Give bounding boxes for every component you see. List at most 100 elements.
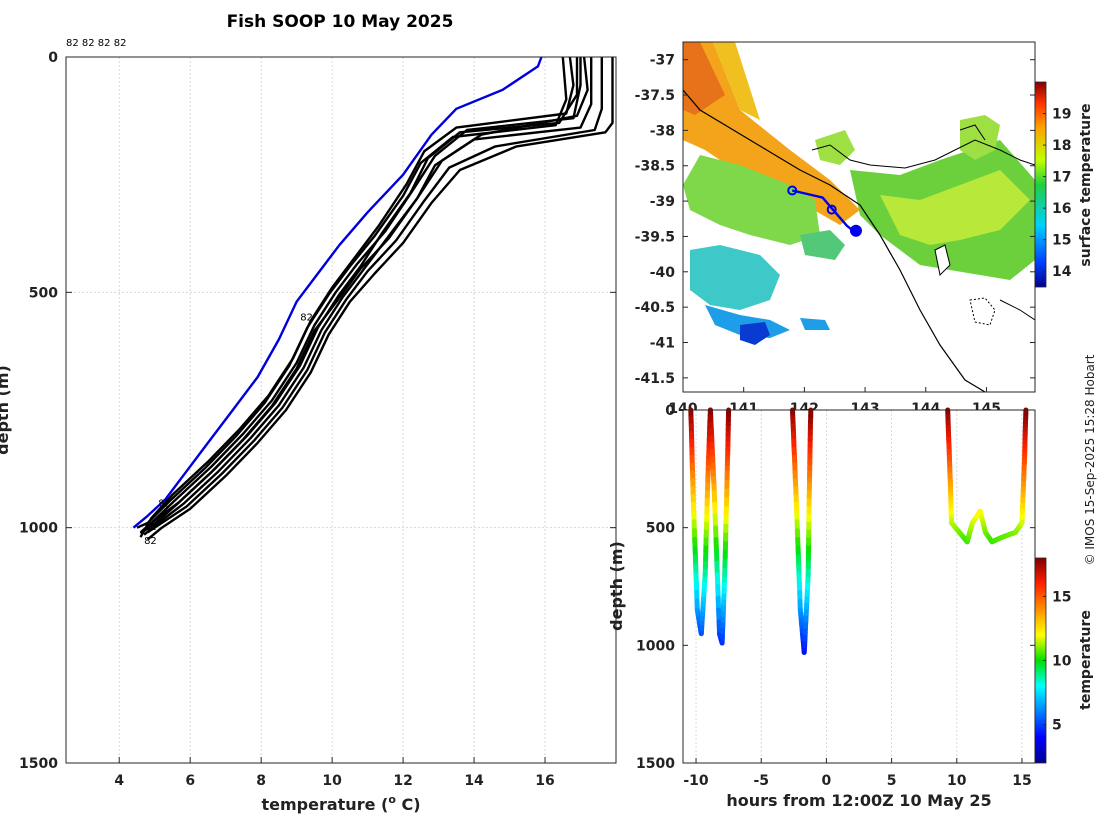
map-colorbar-tick-label: 16 — [1052, 201, 1071, 217]
sst-yellow-patch — [713, 42, 760, 120]
map-ytick-label: -40.5 — [635, 300, 675, 316]
profile-line-cast-2 — [139, 57, 582, 534]
credit-text: © IMOS 15-Sep-2025 15:28 Hobart — [1083, 354, 1097, 565]
profile-ylabel: depth (m) — [0, 365, 12, 455]
section-xtick-label: 15 — [1012, 773, 1031, 789]
profile-plot-area — [66, 57, 616, 763]
section-ytick-label: 1000 — [636, 638, 675, 654]
cast-marker — [849, 224, 862, 237]
profile-tag: 82 — [144, 536, 157, 547]
ship-track — [791, 189, 857, 234]
profile-xtick-label: 14 — [464, 773, 484, 789]
section-colorbar-tick-label: 15 — [1052, 589, 1071, 605]
profile-line-cast-1 — [139, 57, 575, 538]
map-ytick-label: -39.5 — [635, 229, 675, 245]
map-colorbar-tick-label: 15 — [1052, 233, 1071, 249]
section-xtick-label: 0 — [822, 773, 832, 789]
profile-ytick-label: 1500 — [19, 756, 58, 772]
coastline-inlet — [959, 124, 986, 141]
section-ytick-label: 500 — [646, 521, 675, 537]
section-xtick-label: 10 — [947, 773, 967, 789]
sst-deep-blue-patch — [740, 322, 770, 345]
surface-temperature-map: 140 141 142 143 144 145 -37-37.5-38-38.5-39-3… — [635, 41, 1094, 417]
map-colorbar-ticks: 14 15 16 17 18 19 — [1043, 107, 1072, 280]
profile-line-cast-6 — [146, 57, 614, 541]
section-plot-area — [683, 410, 1035, 763]
profile-xtick-label: 6 — [185, 773, 195, 789]
coastline-north — [811, 139, 1035, 169]
map-colorbar-tick-label: 19 — [1052, 107, 1071, 123]
section-dives — [688, 407, 1029, 655]
figure-title: Fish SOOP 10 May 2025 — [227, 12, 454, 32]
profile-xtick-label: 4 — [114, 773, 124, 789]
map-ytick-label: -41.5 — [635, 371, 675, 387]
section-xtick-label: -10 — [683, 773, 709, 789]
map-yticks: -37 -37.5 -38 -38.5 -39 -39.5 -40 -40.5 -41 -41.5 — [635, 53, 1035, 387]
map-colorbar-tick-label: 14 — [1052, 264, 1072, 280]
section-xtick-label: -5 — [753, 773, 769, 789]
map-colorbar — [1034, 81, 1047, 288]
ship-track-layer — [787, 185, 862, 237]
section-colorbar-label: temperature — [1078, 610, 1094, 710]
island-dotted — [969, 297, 996, 326]
profile-line-cast-8 — [139, 57, 593, 535]
sst-cyan-patch — [690, 245, 780, 310]
map-colorbar-label: surface temperature — [1078, 103, 1094, 266]
shelf-contour — [683, 89, 986, 392]
section-colorbar-ticks: 5 10 15 — [1043, 589, 1072, 734]
sst-lime-east — [880, 170, 1030, 245]
map-colorbar-tick-label: 18 — [1052, 138, 1071, 154]
profile-xtick-label: 16 — [535, 773, 554, 789]
island — [934, 244, 951, 277]
profile-axes-box — [65, 56, 617, 764]
sst-blue-strip — [800, 318, 830, 330]
cast-marker — [787, 185, 798, 196]
profile-line-cast-4 — [143, 57, 589, 536]
map-colorbar-tick-label: 17 — [1052, 170, 1071, 186]
map-content — [683, 42, 1035, 392]
section-ytick-label: 1500 — [636, 756, 675, 772]
profile-line-latest-profile — [132, 57, 543, 529]
sst-hot-patch — [683, 42, 725, 115]
profile-tag: 82 — [158, 498, 171, 509]
map-ytick-label: -40 — [650, 265, 676, 281]
profile-line-cast-5 — [146, 57, 603, 534]
section-ytick-label: 0 — [665, 403, 675, 419]
cast-marker — [826, 204, 837, 215]
map-ytick-label: -38 — [650, 123, 675, 139]
profile-xtick-label: 10 — [322, 773, 342, 789]
section-yticks: 0 500 1000 1500 — [636, 403, 1035, 772]
map-ytick-label: -37 — [650, 53, 675, 69]
sst-blue-patch — [705, 305, 790, 338]
profile-ytick-label: 1000 — [19, 521, 58, 537]
section-ylabel: depth (m) — [607, 541, 626, 631]
profile-tags: 82 82 82 82 — [144, 313, 313, 548]
profile-plot: 82 82 82 82 4 6 8 10 12 14 16 0 500 1000 1500 82 82 … — [0, 38, 617, 814]
profile-xtick-label: 12 — [393, 773, 412, 789]
map-ytick-label: -37.5 — [635, 88, 675, 104]
depth-time-section: -10 -5 0 5 10 15 0 500 1000 1500 hours from 12:0… — [607, 403, 1094, 810]
profile-yticks: 0 500 1000 1500 — [19, 50, 616, 772]
profile-line-cast-7 — [136, 57, 568, 529]
map-ytick-label: -38.5 — [635, 159, 675, 175]
section-xtick-label: 5 — [887, 773, 897, 789]
profile-xlabel: temperature (o C) — [261, 793, 420, 814]
coastline-south — [999, 299, 1035, 321]
section-colorbar-tick-label: 10 — [1052, 654, 1072, 670]
profile-xticks: 4 6 8 10 12 14 16 — [114, 757, 555, 789]
map-ytick-label: -41 — [650, 336, 675, 352]
sst-green-west — [683, 155, 820, 245]
map-ytick-label: -39 — [650, 194, 675, 210]
profile-lines — [132, 57, 614, 541]
section-xlabel: hours from 12:00Z 10 May 25 — [726, 791, 991, 810]
profile-ytick-label: 500 — [29, 285, 58, 301]
profile-top-labels: 82 82 82 82 — [66, 38, 126, 49]
section-xticks: -10 -5 0 5 10 15 — [683, 758, 1032, 789]
profile-ytick-label: 0 — [48, 50, 58, 66]
sst-teal-patch — [800, 230, 845, 260]
profile-xtick-label: 8 — [256, 773, 266, 789]
sst-warm-band — [683, 42, 860, 225]
section-colorbar-tick-label: 5 — [1052, 718, 1062, 734]
profile-tag: 82 — [300, 313, 313, 324]
